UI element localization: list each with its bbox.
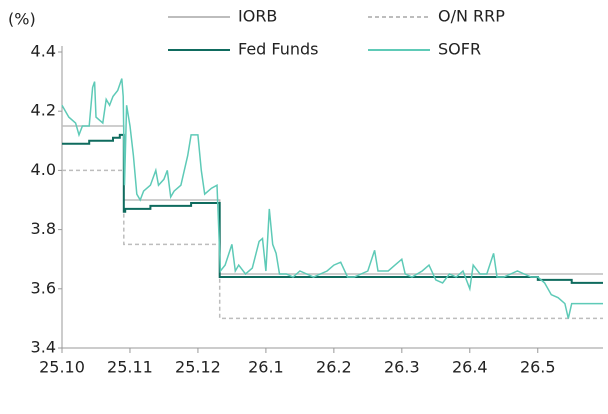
y-tick-label: 4.2 xyxy=(31,101,56,120)
x-tick-label: 25.12 xyxy=(175,358,221,377)
x-tick-label: 26.5 xyxy=(520,358,556,377)
legend-label: IORB xyxy=(238,7,277,26)
x-tick-label: 26.4 xyxy=(452,358,488,377)
y-tick-label: 4.0 xyxy=(31,160,56,179)
y-tick-label: 3.8 xyxy=(31,219,56,238)
x-tick-label: 26.2 xyxy=(316,358,352,377)
legend-label: O/N RRP xyxy=(438,7,505,26)
y-tick-label: 3.4 xyxy=(31,338,56,357)
x-tick-label: 25.10 xyxy=(39,358,85,377)
series-line xyxy=(62,133,603,284)
x-tick-label: 26.3 xyxy=(384,358,420,377)
series-line xyxy=(61,78,603,319)
legend-label: SOFR xyxy=(438,40,481,59)
y-tick-label: 3.6 xyxy=(31,278,56,297)
y-axis-label: (%) xyxy=(8,10,36,29)
x-tick-label: 25.11 xyxy=(107,358,153,377)
y-tick-label: 4.4 xyxy=(31,42,56,61)
legend-label: Fed Funds xyxy=(238,40,319,59)
series-line xyxy=(62,125,603,275)
series-line xyxy=(62,169,603,320)
x-tick-label: 26.1 xyxy=(248,358,284,377)
